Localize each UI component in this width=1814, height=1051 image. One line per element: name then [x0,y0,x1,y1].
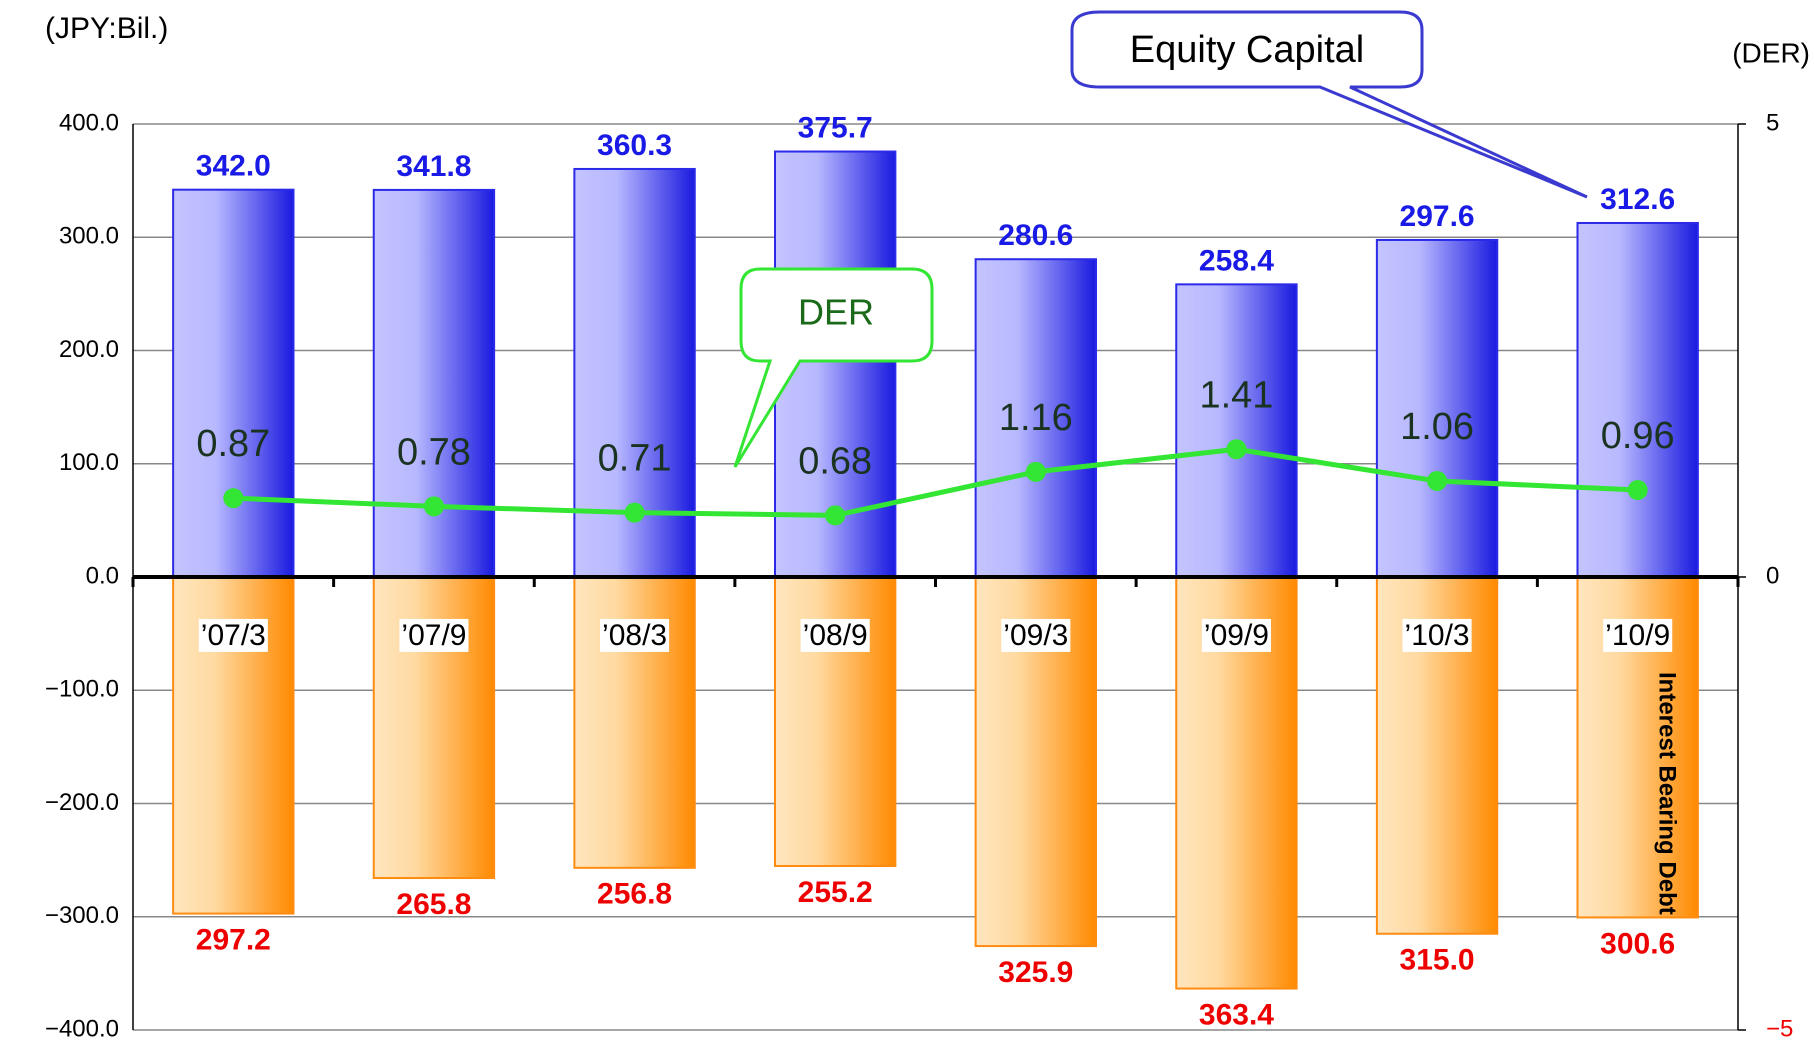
data-label: 255.2 [798,876,873,909]
der-label: 0.78 [397,431,471,473]
x-tick-label: ’08/9 [803,619,868,652]
data-label: 312.6 [1600,183,1675,216]
x-tick-label: ’08/3 [602,619,667,652]
der-line [233,446,1638,518]
der-point [1427,470,1448,491]
der-callout [733,267,934,468]
der-point [1226,439,1247,460]
y-tick-label: 100.0 [59,449,119,476]
y-axis-label: (JPY:Bil.) [45,12,168,45]
data-label: 280.6 [998,219,1073,252]
y-tick-label: 400.0 [59,109,119,136]
der-label: 0.87 [196,423,270,465]
der-label: 1.06 [1400,406,1474,448]
y-tick-label: −100.0 [45,676,119,703]
x-tick-label: ’10/9 [1605,619,1670,652]
data-label: 360.3 [597,129,672,162]
data-label: 300.6 [1600,927,1675,960]
y2-tick-label: 0 [1766,562,1779,589]
y-tick-label: −400.0 [45,1015,119,1042]
x-tick-label: ’10/3 [1405,619,1470,652]
data-label: 297.6 [1400,200,1475,233]
y-tick-label: −200.0 [45,789,119,816]
bar [1576,221,1699,578]
x-tick-label-bg [399,618,469,652]
y2-tick-label: 5 [1766,109,1779,136]
der-label: 0.68 [798,440,872,482]
x-tick-label: ’07/3 [201,619,266,652]
der-label: 1.41 [1199,374,1273,416]
bar [1375,238,1499,579]
data-label: 258.4 [1199,244,1274,277]
x-tick-label-bg [198,618,268,652]
y-tick-label: 300.0 [59,223,119,250]
y-tick-label: 0.0 [86,562,119,589]
bar [974,258,1097,578]
x-tick-label-bg [1603,618,1673,652]
y-tick-label: 200.0 [59,336,119,363]
der-label: 1.16 [999,397,1073,439]
der-callout-text: DER [798,292,874,333]
equity-callout-text: Equity Capital [1130,29,1364,71]
x-tick-label-bg [1201,618,1271,652]
der-point [1025,461,1046,482]
data-label: 375.7 [798,111,873,144]
data-label: 265.8 [396,888,471,921]
bar [172,188,295,578]
data-label: 325.9 [998,956,1073,989]
x-tick-label-bg [1402,618,1472,652]
data-label: 315.0 [1400,944,1475,977]
der-point [223,488,244,509]
y2-tick-label: −5 [1766,1015,1793,1042]
x-tick-label-bg [800,618,870,652]
der-label: 0.71 [598,438,672,480]
x-tick-label: ’09/9 [1204,619,1269,652]
equity-callout [1070,10,1588,199]
data-label: 297.2 [196,924,271,957]
data-label: 341.8 [396,150,471,183]
bar [1175,283,1298,578]
y2-axis-label: (DER) [1732,37,1810,68]
x-tick-label: ’07/9 [401,619,466,652]
der-label: 0.96 [1601,415,1675,457]
x-tick-label-bg [600,618,670,652]
data-label: 342.0 [196,150,271,183]
der-point [423,496,444,517]
y-tick-label: −300.0 [45,902,119,929]
der-point [825,505,846,526]
debt-series-label: Interest Bearing Debt [1653,672,1680,915]
der-point [1627,480,1648,501]
der-point [624,502,645,523]
marks [172,150,1699,990]
data-label: 256.8 [597,878,672,911]
bar [372,188,496,578]
x-tick-label-bg [1001,618,1071,652]
x-tick-label: ’09/3 [1003,619,1068,652]
data-label: 363.4 [1199,998,1274,1031]
